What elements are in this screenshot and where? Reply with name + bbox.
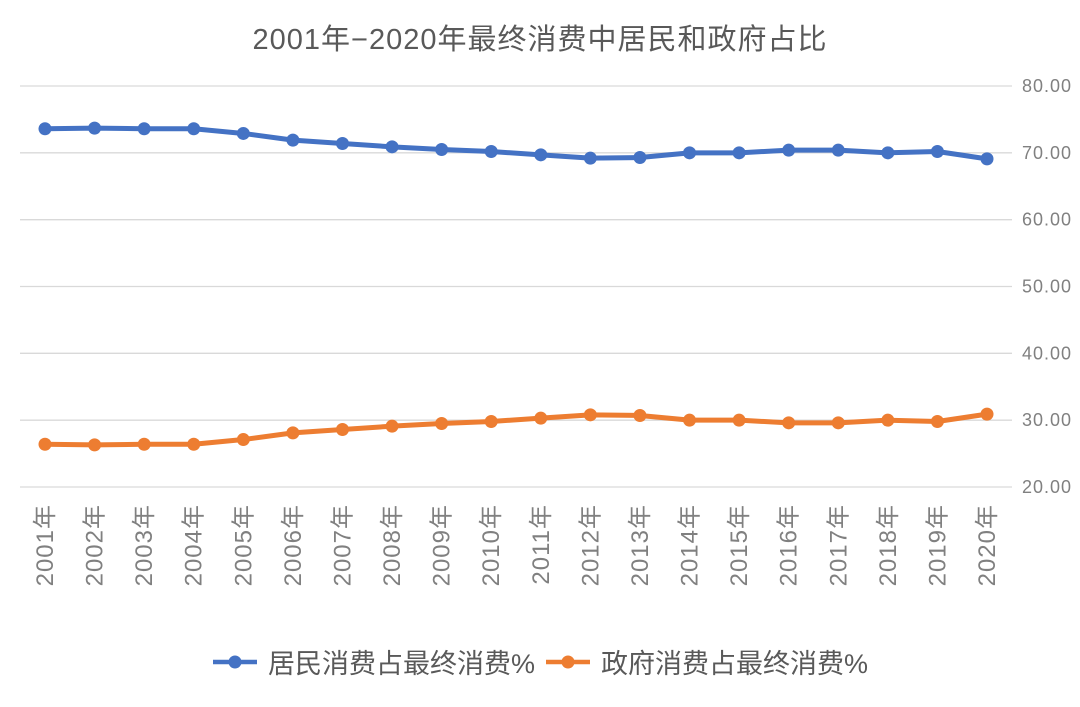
data-point-government: [385, 419, 399, 433]
x-axis-tick-label: 2011年: [528, 504, 555, 585]
x-axis-tick-label: 2003年: [131, 504, 158, 586]
chart-legend: 居民消费占最终消费% 政府消费占最终消费%: [0, 642, 1080, 681]
y-axis-tick-label: 20.00: [1022, 477, 1072, 497]
data-point-residents: [335, 136, 349, 150]
series-line-residents: [42, 125, 990, 162]
data-point-government: [980, 407, 994, 421]
legend-marker-icon: [212, 655, 257, 668]
data-point-residents: [385, 140, 399, 154]
data-point-government: [236, 433, 250, 447]
legend-label: 政府消费占最终消费%: [601, 649, 869, 679]
data-point-residents: [534, 148, 548, 162]
x-axis-tick-label: 2007年: [329, 504, 356, 586]
data-point-residents: [683, 146, 697, 160]
chart-title: 2001年−2020年最终消费中居民和政府占比: [252, 24, 828, 56]
data-point-government: [831, 416, 845, 430]
data-point-residents: [732, 146, 746, 160]
x-axis-tick-label: 2014年: [677, 504, 704, 586]
data-point-government: [881, 413, 895, 427]
x-axis-tick-label: 2012年: [577, 504, 604, 586]
data-point-residents: [782, 143, 796, 157]
data-point-residents: [286, 133, 300, 147]
x-axis-tick-label: 2008年: [379, 504, 406, 586]
y-axis-tick-label: 40.00: [1022, 343, 1072, 363]
data-point-government: [782, 416, 796, 430]
data-point-government: [534, 411, 548, 425]
data-point-residents: [980, 152, 994, 166]
data-point-government: [583, 408, 597, 422]
data-point-government: [286, 426, 300, 440]
data-point-residents: [633, 151, 647, 165]
data-point-government: [683, 413, 697, 427]
x-axis-tick-label: 2004年: [181, 504, 208, 586]
data-point-residents: [137, 122, 151, 136]
data-point-residents: [435, 142, 449, 156]
y-axis-tick-label: 30.00: [1022, 410, 1072, 430]
x-axis-tick-label: 2013年: [627, 504, 654, 586]
legend-marker-dot: [228, 655, 242, 668]
legend-marker-dot: [561, 655, 575, 668]
legend-marker-icon: [546, 655, 590, 668]
data-point-residents: [930, 144, 944, 158]
x-axis-tick-label: 2017年: [825, 504, 852, 586]
y-axis-tick-label: 80.00: [1022, 76, 1072, 96]
x-axis-tick-label: 2020年: [974, 504, 1001, 586]
legend-item-residents: 居民消费占最终消费%: [212, 642, 535, 681]
data-point-government: [187, 437, 201, 451]
x-axis-tick-label: 2019年: [924, 504, 951, 586]
data-point-residents: [881, 146, 895, 160]
x-axis-tick-label: 2015年: [726, 504, 753, 586]
data-point-government: [930, 415, 944, 429]
x-axis-tick-label: 2018年: [875, 504, 902, 586]
data-point-residents: [484, 144, 498, 158]
data-point-residents: [831, 143, 845, 157]
x-axis-tick-label: 2016年: [776, 504, 803, 586]
data-point-residents: [88, 121, 102, 135]
data-point-government: [38, 437, 52, 451]
data-point-government: [484, 415, 498, 429]
y-axis-tick-label: 60.00: [1022, 210, 1072, 230]
data-point-government: [88, 438, 102, 452]
data-point-residents: [187, 122, 201, 136]
plot-area: 80.00 70.00 60.00 50.00 40.00 30.00 20.00 2001年…: [20, 76, 1072, 586]
data-point-government: [633, 408, 647, 422]
x-axis-tick-label: 2010年: [478, 504, 505, 586]
data-point-residents: [583, 151, 597, 165]
data-point-government: [732, 413, 746, 427]
x-axis-tick-label: 2005年: [230, 504, 257, 586]
data-point-government: [435, 417, 449, 431]
x-axis-tick-label: 2009年: [429, 504, 456, 586]
legend-item-government: 政府消费占最终消费%: [545, 642, 868, 681]
legend-label: 居民消费占最终消费%: [267, 649, 535, 679]
y-axis-tick-label: 70.00: [1022, 143, 1072, 163]
data-point-residents: [38, 122, 52, 136]
data-point-government: [335, 423, 349, 437]
y-axis-tick-label: 50.00: [1022, 277, 1072, 297]
x-axis-tick-label: 2002年: [82, 504, 109, 586]
series-line-government: [42, 411, 990, 448]
x-axis-tick-label: 2001年: [32, 504, 59, 586]
x-axis-tick-label: 2006年: [280, 504, 307, 586]
data-point-residents: [236, 126, 250, 140]
data-point-government: [137, 437, 151, 451]
